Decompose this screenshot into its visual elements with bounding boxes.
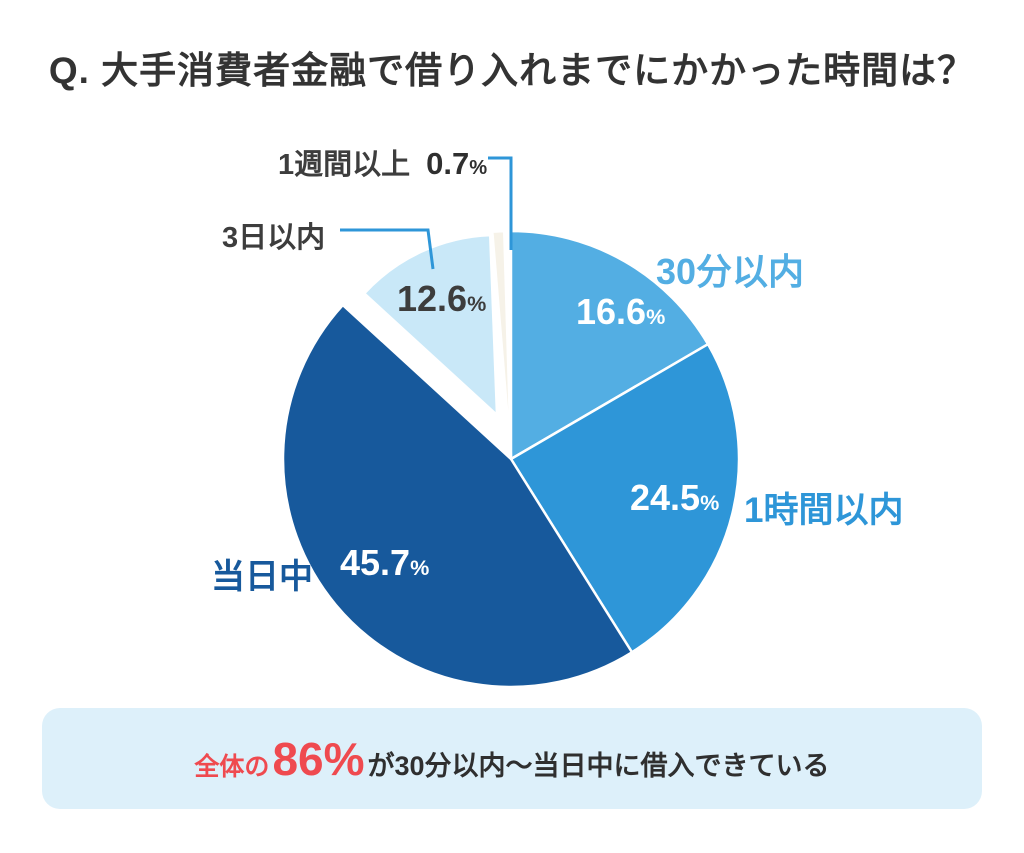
slice-label-same-day: 当日中 [211,558,313,596]
slice-value-same-day: 45.7% [340,542,430,583]
slice-value-30min: 16.6% [576,291,666,332]
slice-value-3days: 12.6% [397,278,487,319]
pie-slice-2 [281,303,634,689]
percent-sign: % [467,291,487,316]
summary-prefix: 全体の [194,752,270,781]
pie-slice-3 [362,233,499,417]
percent-sign: % [410,555,430,580]
pie-slice-4 [491,229,513,461]
summary-highlight: 86% [272,732,365,785]
leader-line-3days [340,228,435,270]
slice-label-3days: 3日以内 [222,222,326,254]
slice-label-1week-row: 1週間以上 0.7% [278,141,487,183]
page-title: Q. 大手消費者金融で借り入れまでにかかった時間は？ [48,50,976,91]
slice-label-30min: 30分以内 [656,251,805,292]
summary-suffix: が30分以内～当日中に借入できている [367,750,830,781]
pie-slice-0 [509,229,710,461]
percent-sign: % [646,304,666,329]
slice-value-1hour: 24.5% [630,477,720,518]
slice-value-1week: 0.7% [426,146,488,181]
summary-text: 全体の 86% が30分以内～当日中に借入できている [194,732,829,786]
pie-slice-1 [509,342,741,654]
summary-banner: 全体の 86% が30分以内～当日中に借入できている [42,708,982,809]
percent-sign: % [469,157,488,179]
slice-label-1week: 1週間以上 [278,149,411,181]
slice-label-1hour: 1時間以内 [744,491,904,530]
pie-slices [281,229,741,689]
leader-line-1week [488,156,513,250]
percent-sign: % [700,490,720,515]
